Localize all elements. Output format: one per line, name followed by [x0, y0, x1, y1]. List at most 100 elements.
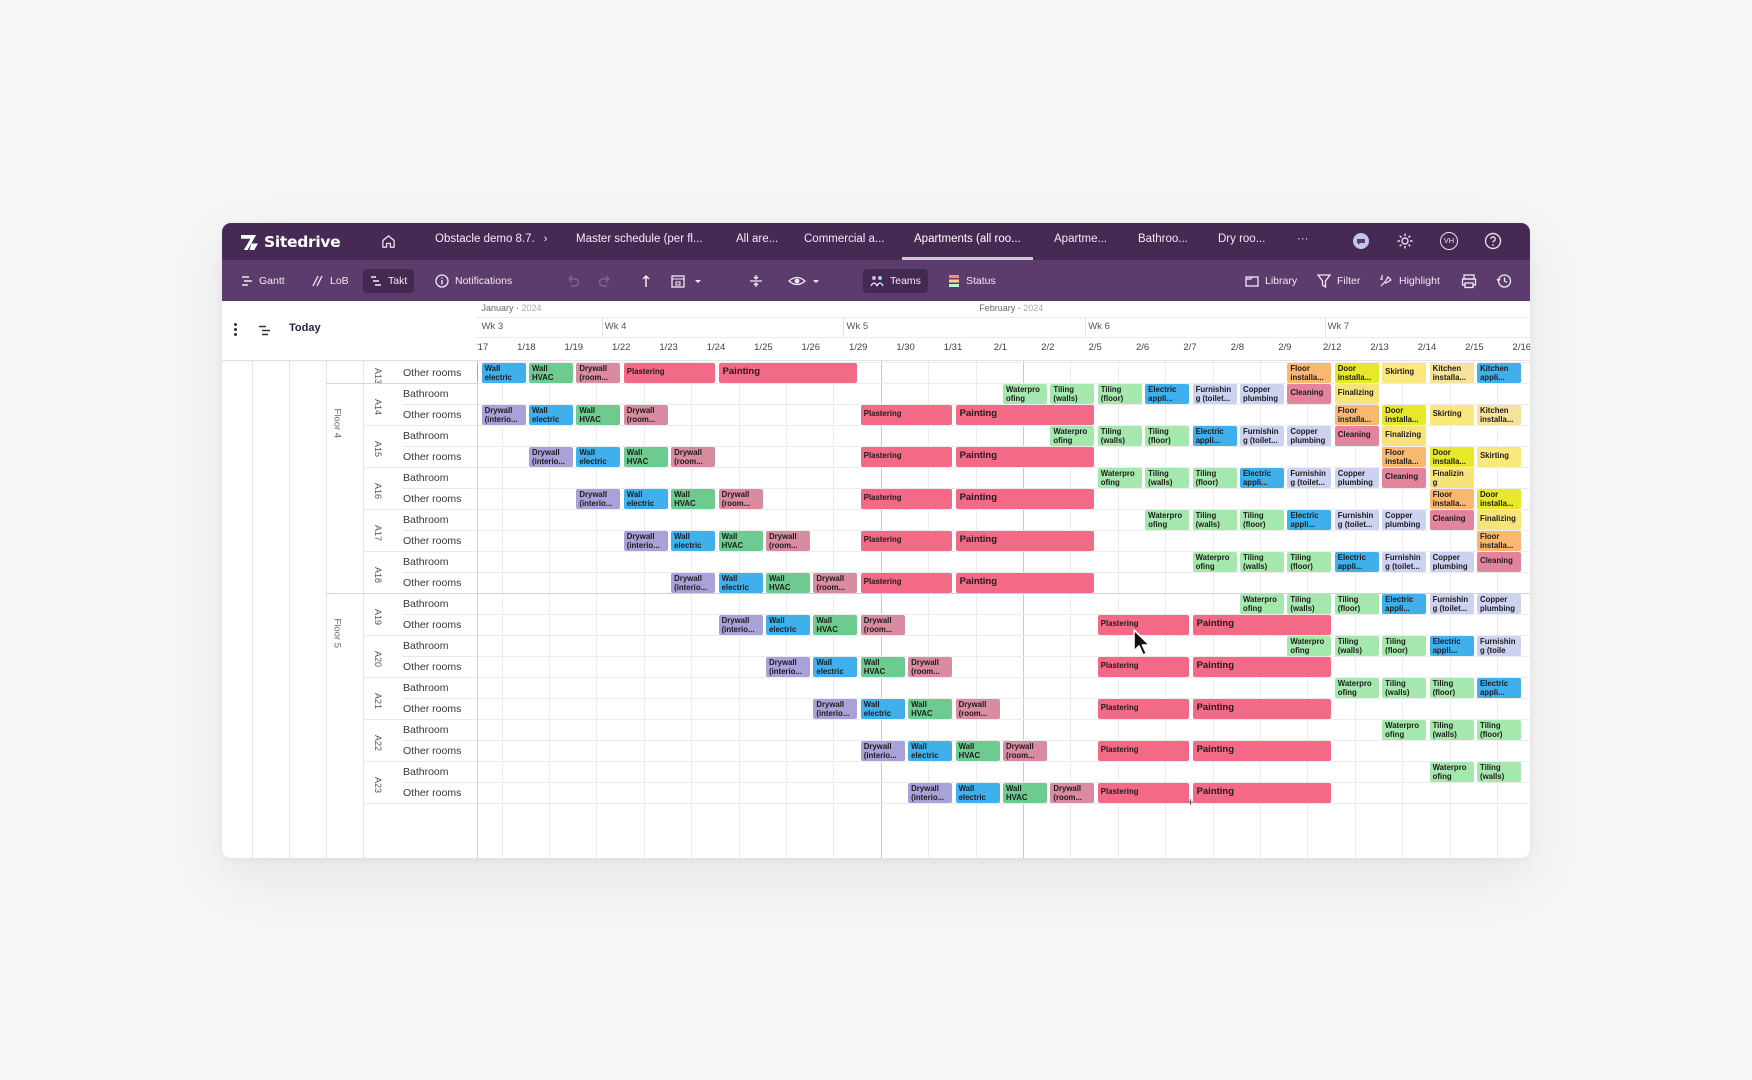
calendar-jump-icon[interactable]	[670, 273, 686, 289]
task-bar[interactable]: Cleaning	[1476, 552, 1521, 572]
task-bar[interactable]: Plastering	[1097, 699, 1190, 719]
task-bar[interactable]: Plastering	[1097, 783, 1190, 803]
task-bar[interactable]: Tiling (walls)	[1429, 720, 1474, 740]
task-bar[interactable]: Cleaning	[1334, 426, 1379, 446]
task-bar[interactable]: Waterpro ofing	[1287, 636, 1332, 656]
task-bar[interactable]: Electric appli...	[1429, 636, 1474, 656]
task-bar[interactable]: Tiling (walls)	[1287, 594, 1332, 614]
task-bar[interactable]: Plastering	[1097, 657, 1190, 677]
floor-label[interactable]: Floor 5	[331, 618, 343, 649]
tab-0[interactable]: Obstacle demo 8.7. ›	[435, 223, 547, 260]
task-bar[interactable]: Drywall (room...	[1002, 741, 1047, 761]
task-bar[interactable]: Drywall (room...	[718, 489, 763, 509]
task-bar[interactable]: Plastering	[623, 363, 716, 383]
today-button[interactable]: Today	[289, 322, 321, 334]
task-bar[interactable]: Finalizin g	[1429, 468, 1474, 488]
task-bar[interactable]: Drywall (room...	[671, 447, 716, 467]
task-bar[interactable]: Finalizing	[1382, 426, 1427, 446]
task-bar[interactable]: Plastering	[860, 489, 953, 509]
gear-icon[interactable]	[1396, 232, 1414, 250]
sitedrive-logo[interactable]: Sitedrive	[240, 231, 341, 253]
room-label[interactable]: Bathroom	[403, 766, 449, 778]
task-bar[interactable]: Floor installa...	[1287, 363, 1332, 383]
task-bar[interactable]: Cleaning	[1287, 384, 1332, 404]
library-button[interactable]: Library	[1238, 269, 1304, 293]
unit-label[interactable]: A23	[373, 777, 383, 794]
more-tabs-button[interactable]: ···	[1297, 223, 1309, 260]
room-label[interactable]: Other rooms	[403, 703, 462, 715]
task-bar[interactable]: Tiling (walls)	[1476, 762, 1521, 782]
task-bar[interactable]: Waterpro ofing	[1382, 720, 1427, 740]
unit-label[interactable]: A19	[373, 609, 383, 626]
task-bar[interactable]: Skirting	[1429, 405, 1474, 425]
task-bar[interactable]: Wall HVAC	[718, 531, 763, 551]
arrow-up-icon[interactable]	[638, 273, 654, 289]
task-bar[interactable]: Electric appli...	[1287, 510, 1332, 530]
task-bar[interactable]: Electric appli...	[1145, 384, 1190, 404]
task-bar[interactable]: Painting	[955, 573, 1095, 593]
task-bar[interactable]: Drywall (interio...	[765, 657, 810, 677]
filter-button[interactable]: Filter	[1310, 269, 1367, 293]
chevron-down-icon[interactable]	[690, 273, 706, 289]
room-label[interactable]: Other rooms	[403, 661, 462, 673]
unit-label[interactable]: A18	[373, 567, 383, 584]
help-icon[interactable]	[1484, 232, 1502, 250]
task-bar[interactable]: Waterpro ofing	[1145, 510, 1190, 530]
task-bar[interactable]: Door installa...	[1334, 363, 1379, 383]
task-bar[interactable]: Wall HVAC	[813, 615, 858, 635]
task-bar[interactable]: Wall electric	[860, 699, 905, 719]
task-bar[interactable]: Copper plumbing	[1382, 510, 1427, 530]
room-label[interactable]: Bathroom	[403, 472, 449, 484]
task-bar[interactable]: Drywall (room...	[860, 615, 905, 635]
task-bar[interactable]: Kitchen installa...	[1429, 363, 1474, 383]
task-bar[interactable]: Drywall (interio...	[860, 741, 905, 761]
task-bar[interactable]: Door installa...	[1476, 489, 1521, 509]
task-bar[interactable]: Wall HVAC	[671, 489, 716, 509]
task-bar[interactable]: Finalizing	[1334, 384, 1379, 404]
tab-5[interactable]: Apartme...	[1054, 223, 1107, 260]
task-bar[interactable]: Floor installa...	[1476, 531, 1521, 551]
task-bar[interactable]: Drywall (interio...	[576, 489, 621, 509]
tab-3[interactable]: Commercial a...	[804, 223, 885, 260]
task-bar[interactable]: Wall electric	[955, 783, 1000, 803]
unit-label[interactable]: A20	[373, 651, 383, 668]
compress-rows-icon[interactable]	[748, 273, 764, 289]
task-bar[interactable]: Drywall (interio...	[718, 615, 763, 635]
task-bar[interactable]: Electric appli...	[1476, 678, 1521, 698]
task-bar[interactable]: Painting	[1192, 657, 1332, 677]
room-label[interactable]: Other rooms	[403, 619, 462, 631]
room-label[interactable]: Bathroom	[403, 682, 449, 694]
task-bar[interactable]: Furnishin g (toilet...	[1192, 384, 1237, 404]
task-bar[interactable]: Wall electric	[813, 657, 858, 677]
task-bar[interactable]: Wall electric	[481, 363, 526, 383]
task-bar[interactable]: Tiling (floor)	[1192, 468, 1237, 488]
task-bar[interactable]: Drywall (interio...	[813, 699, 858, 719]
task-bar[interactable]: Plastering	[860, 405, 953, 425]
task-bar[interactable]: Drywall (room...	[1050, 783, 1095, 803]
task-bar[interactable]: Furnishin g (toilet...	[1382, 552, 1427, 572]
task-bar[interactable]: Tiling (floor)	[1239, 510, 1284, 530]
task-bar[interactable]: Furnishin g (toilet...	[1287, 468, 1332, 488]
task-bar[interactable]: Finalizing	[1476, 510, 1521, 530]
task-bar[interactable]: Copper plumbing	[1287, 426, 1332, 446]
takt-view-button[interactable]: Takt	[363, 269, 415, 293]
unit-label[interactable]: A15	[373, 441, 383, 458]
task-bar[interactable]: Electric appli...	[1382, 594, 1427, 614]
task-bar[interactable]: Tiling (walls)	[1334, 636, 1379, 656]
task-bar[interactable]: Waterpro ofing	[1334, 678, 1379, 698]
undo-icon[interactable]	[565, 273, 581, 289]
task-bar[interactable]: Drywall (interio...	[623, 531, 668, 551]
task-bar[interactable]: Painting	[1192, 615, 1332, 635]
task-bar[interactable]: Wall HVAC	[576, 405, 621, 425]
unit-label[interactable]: A17	[373, 525, 383, 542]
task-bar[interactable]: Cleaning	[1429, 510, 1474, 530]
lob-view-button[interactable]: LoB	[305, 269, 356, 293]
task-bar[interactable]: Copper plumbing	[1429, 552, 1474, 572]
task-bar[interactable]: Wall electric	[671, 531, 716, 551]
task-bar[interactable]: Floor installa...	[1429, 489, 1474, 509]
task-bar[interactable]: Wall electric	[576, 447, 621, 467]
floor-label[interactable]: Floor 4	[331, 408, 343, 439]
task-bar[interactable]: Electric appli...	[1192, 426, 1237, 446]
task-bar[interactable]: Plastering	[1097, 615, 1190, 635]
task-bar[interactable]: Tiling (floor)	[1097, 384, 1142, 404]
